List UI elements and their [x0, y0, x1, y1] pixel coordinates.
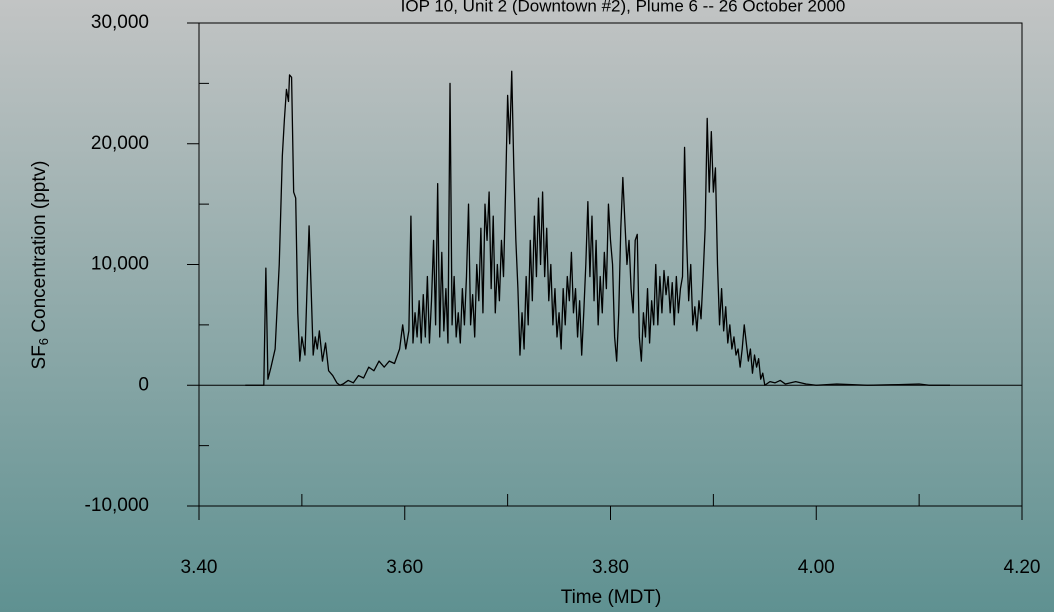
- y-axis-label-part: SF: [29, 345, 50, 369]
- y-tick-label: 20,000: [91, 133, 149, 154]
- y-tick-label: 10,000: [91, 254, 149, 275]
- chart-title: IOP 10, Unit 2 (Downtown #2), Plume 6 --…: [401, 0, 846, 15]
- y-axis-label-sub: 6: [36, 338, 51, 345]
- y-axis-label-part: Concentration (pptv): [29, 161, 50, 338]
- x-tick-label: 3.60: [386, 557, 423, 578]
- x-tick-label: 4.00: [798, 557, 835, 578]
- data-line: [245, 70, 950, 386]
- x-tick-label: 3.80: [592, 557, 629, 578]
- y-axis-label: SF6 Concentration (pptv): [29, 161, 51, 370]
- y-tick-label: 0: [138, 374, 149, 395]
- y-tick-label: -10,000: [85, 495, 149, 516]
- x-tick-label: 4.20: [1004, 557, 1041, 578]
- y-tick-label: 30,000: [91, 12, 149, 33]
- x-tick-label: 3.40: [181, 557, 218, 578]
- x-axis-label: Time (MDT): [561, 587, 662, 608]
